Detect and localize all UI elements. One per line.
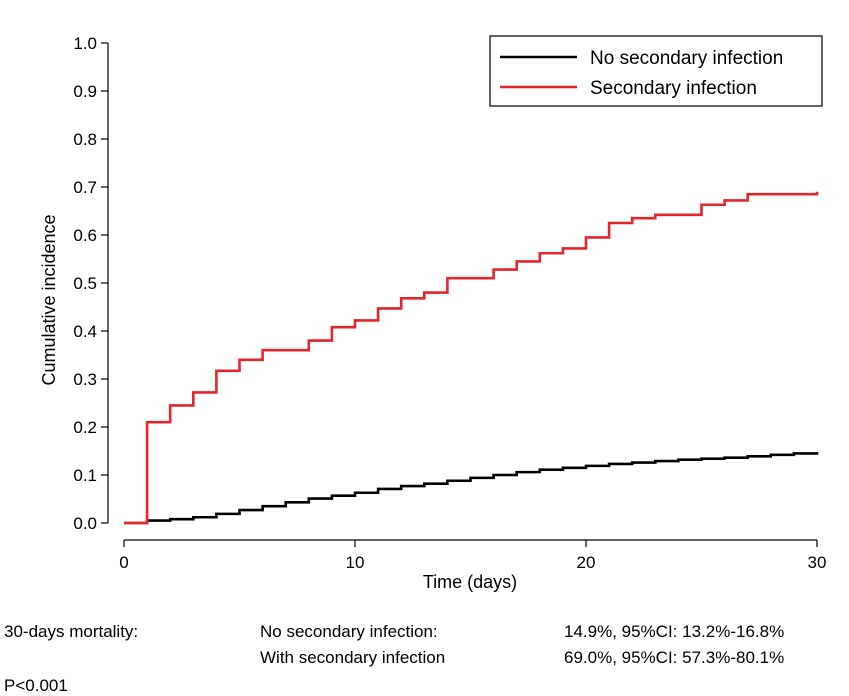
y-tick-label: 0.6 <box>73 226 97 245</box>
group1-label: No secondary infection: <box>260 622 438 641</box>
x-tick-label: 10 <box>346 553 365 572</box>
y-tick-label: 0.1 <box>73 466 97 485</box>
y-tick-label: 0.5 <box>73 274 97 293</box>
x-tick-label: 0 <box>119 553 128 572</box>
legend: No secondary infection Secondary infecti… <box>489 35 823 107</box>
y-tick-label: 0.2 <box>73 418 97 437</box>
y-axis: 0.0 0.1 0.2 0.3 0.4 0.5 0.6 0.7 0.8 0.9 1.0 <box>73 34 109 533</box>
group2-value: 69.0%, 95%CI: 57.3%-80.1% <box>564 648 785 667</box>
y-tick-label: 0.8 <box>73 130 97 149</box>
cumulative-incidence-chart: 0.0 0.1 0.2 0.3 0.4 0.5 0.6 0.7 0.8 0.9 1.0 0 10 20 3… <box>39 34 827 592</box>
y-tick-label: 0.7 <box>73 178 97 197</box>
x-tick-label: 30 <box>808 553 827 572</box>
series-layer <box>124 191 819 525</box>
mortality-label: 30-days mortality: <box>4 622 139 641</box>
y-axis-title: Cumulative incidence <box>39 214 59 385</box>
x-axis-title: Time (days) <box>423 572 517 592</box>
group2-label: With secondary infection <box>260 648 446 667</box>
series-line-no-secondary-infection <box>124 451 819 525</box>
legend-box <box>489 35 823 107</box>
x-tick-label: 20 <box>577 553 596 572</box>
y-tick-label: 0.4 <box>73 322 97 341</box>
series-line-secondary-infection <box>124 191 819 525</box>
y-tick-label: 0.9 <box>73 82 97 101</box>
y-tick-label: 1.0 <box>73 34 97 53</box>
group1-value: 14.9%, 95%CI: 13.2%-16.8% <box>564 622 785 641</box>
p-value: P<0.001 <box>4 676 68 695</box>
y-tick-label: 0.3 <box>73 370 97 389</box>
legend-label-no-secondary: No secondary infection <box>590 48 783 69</box>
y-tick-label: 0.0 <box>73 514 97 533</box>
legend-label-secondary: Secondary infection <box>590 78 757 99</box>
x-axis: 0 10 20 30 <box>119 539 827 572</box>
